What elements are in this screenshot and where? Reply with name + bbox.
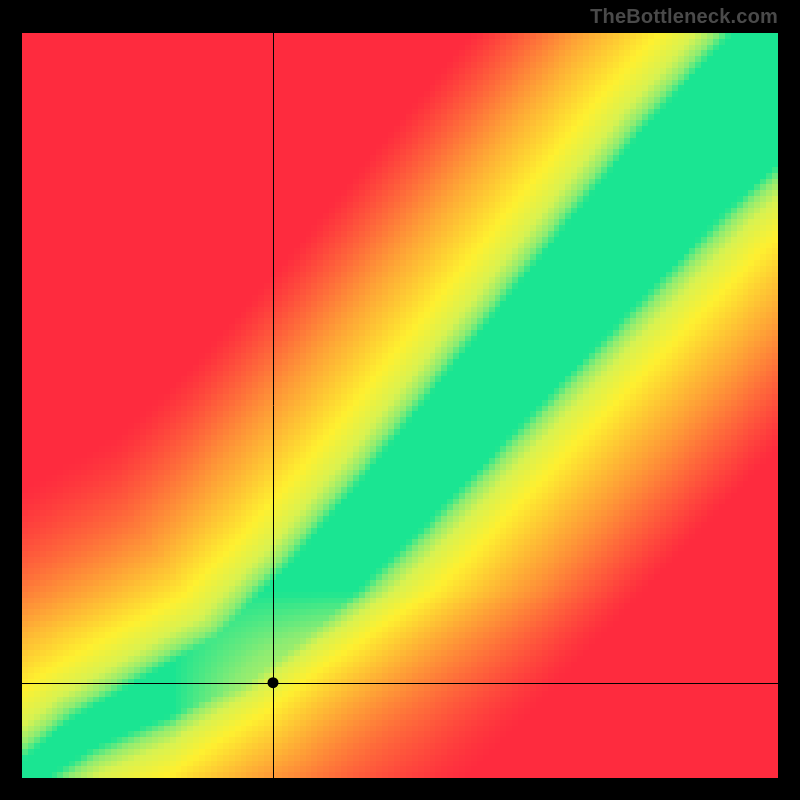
- chart-container: TheBottleneck.com: [0, 0, 800, 800]
- heatmap-canvas: [22, 33, 778, 778]
- watermark-text: TheBottleneck.com: [590, 6, 778, 29]
